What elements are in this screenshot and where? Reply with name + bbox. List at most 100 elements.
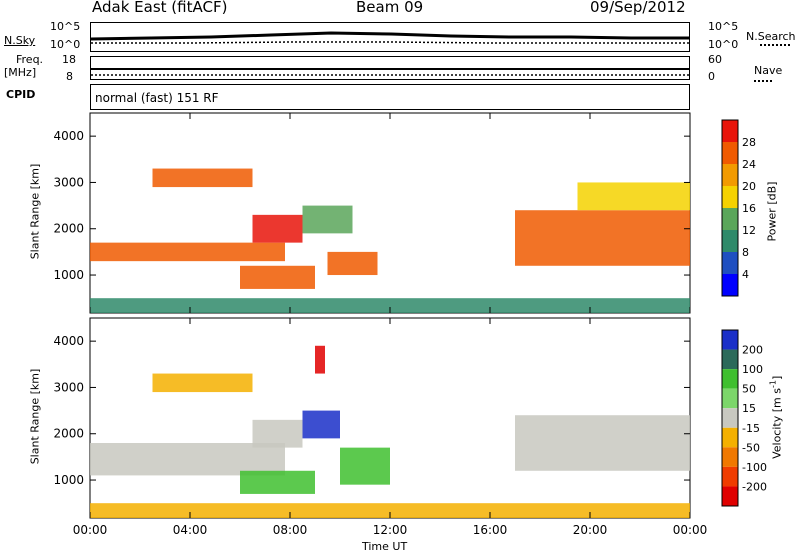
velocity-ytick-label-0: 1000 <box>53 473 84 487</box>
power-ytick-label-2: 3000 <box>53 175 84 189</box>
power-colorbar-swatch-2 <box>722 164 738 186</box>
velocity-colorbar-swatch-8 <box>722 486 738 506</box>
nsearch-label: N.Search <box>746 30 796 43</box>
freq-label: Freq. <box>16 53 44 66</box>
noise-tick-right-bottom: 10^0 <box>708 38 739 51</box>
power-ytick-label-1: 2000 <box>53 222 84 236</box>
power-colorbar-tick-6: 4 <box>742 268 749 281</box>
cpid-panel: normal (fast) 151 RF <box>90 84 690 110</box>
power-colorbar-swatch-6 <box>722 252 738 274</box>
velocity-colorbar-swatch-5 <box>722 427 738 448</box>
x-tick-label-0: 00:00 <box>73 523 108 537</box>
velocity-colorbar-tick-1: 100 <box>742 363 763 376</box>
velocity-colorbar-tick-6: -100 <box>742 461 767 474</box>
velocity-region-1 <box>152 373 253 393</box>
power-region-3 <box>240 265 315 289</box>
power-ylabel: Slant Range [km] <box>28 163 42 260</box>
x-axis-label: Time UT <box>362 540 408 553</box>
velocity-colorbar-label: Velocity [m s-1] <box>769 357 784 477</box>
velocity-region-6 <box>315 345 325 374</box>
cpid-text: normal (fast) 151 RF <box>95 91 219 105</box>
velocity-ytick-label-2: 3000 <box>53 380 84 394</box>
velocity-colorbar-tick-5: -50 <box>742 441 760 454</box>
date-title: 09/Sep/2012 <box>590 0 686 16</box>
noise-tick-left-top: 10^5 <box>50 20 81 33</box>
noise-tick-left-bottom: 10^0 <box>50 38 81 51</box>
velocity-region-0 <box>90 443 285 476</box>
velocity-colorbar-label-close: ] <box>770 375 784 381</box>
velocity-region-3 <box>302 410 340 439</box>
power-colorbar-frame <box>721 119 739 297</box>
freq-tick-top: 18 <box>62 53 76 66</box>
velocity-colorbar-frame <box>721 329 739 507</box>
velocity-colorbar-swatch-2 <box>722 369 738 389</box>
velocity-ylabel: Slant Range [km] <box>28 368 42 465</box>
velocity-region-7 <box>515 415 690 471</box>
power-region-8 <box>90 298 690 313</box>
velocity-colorbar-label-text: Velocity [m s <box>770 388 784 459</box>
power-region-5 <box>327 251 378 276</box>
power-region-6 <box>515 210 690 266</box>
power-colorbar-tick-2: 20 <box>742 180 756 193</box>
power-region-4 <box>302 205 353 234</box>
station-title: Adak East (fitACF) <box>92 0 228 16</box>
freq-trace <box>91 68 689 76</box>
velocity-colorbar-tick-0: 200 <box>742 344 763 357</box>
power-colorbar-tick-3: 16 <box>742 202 756 215</box>
freq-tick-bottom: 8 <box>66 70 73 83</box>
noise-tick-right-top: 10^5 <box>708 20 739 33</box>
velocity-region-2 <box>252 419 303 448</box>
velocity-colorbar-tick-3: 15 <box>742 402 756 415</box>
velocity-colorbar-swatch-1 <box>722 349 738 370</box>
velocity-colorbar-swatch-4 <box>722 408 738 428</box>
velocity-colorbar-swatch-7 <box>722 466 738 487</box>
cpid-label: CPID <box>6 88 36 101</box>
power-colorbar-swatch-1 <box>722 142 738 164</box>
power-colorbar-swatch-7 <box>722 274 738 296</box>
velocity-region-5 <box>240 470 315 494</box>
power-colorbar-swatch-0 <box>722 120 738 142</box>
power-colorbar-label: Power [dB] <box>765 181 779 242</box>
nave-label: Nave <box>754 64 783 77</box>
nave-tick-top: 60 <box>708 53 722 66</box>
velocity-colorbar-tick-7: -200 <box>742 480 767 493</box>
power-ytick-label-3: 4000 <box>53 129 84 143</box>
velocity-colorbar-tick-4: -15 <box>742 422 760 435</box>
power-region-2 <box>252 214 303 243</box>
velocity-ytick-label-3: 4000 <box>53 334 84 348</box>
velocity-colorbar-swatch-3 <box>722 388 738 409</box>
nsearch-legend-dots <box>760 44 790 46</box>
power-colorbar-tick-5: 8 <box>742 246 749 259</box>
nsky-label: N.Sky <box>4 34 36 47</box>
power-ytick-label-0: 1000 <box>53 268 84 282</box>
power-region-1 <box>152 168 253 188</box>
beam-title: Beam 09 <box>356 0 424 16</box>
velocity-ytick-label-1: 2000 <box>53 427 84 441</box>
x-tick-label-2: 08:00 <box>273 523 308 537</box>
power-colorbar-swatch-4 <box>722 208 738 230</box>
velocity-region-8 <box>90 503 690 518</box>
x-tick-label-6: 00:00 <box>673 523 708 537</box>
freq-unit: [MHz] <box>4 66 37 79</box>
velocity-region-4 <box>340 447 390 485</box>
power-region-0 <box>90 242 285 262</box>
x-tick-label-5: 20:00 <box>573 523 608 537</box>
velocity-colorbar-swatch-0 <box>722 330 738 350</box>
velocity-colorbar-swatch-6 <box>722 447 738 467</box>
x-tick-label-3: 12:00 <box>373 523 408 537</box>
x-tick-label-4: 16:00 <box>473 523 508 537</box>
noise-panel <box>90 22 690 52</box>
power-colorbar-tick-0: 28 <box>742 136 756 149</box>
power-colorbar-swatch-3 <box>722 186 738 208</box>
power-colorbar-tick-4: 12 <box>742 224 756 237</box>
noise-trace <box>91 31 689 44</box>
velocity-colorbar-label-sup: -1 <box>768 380 778 389</box>
nave-tick-bottom: 0 <box>708 70 715 83</box>
power-colorbar-swatch-5 <box>722 230 738 252</box>
power-colorbar-tick-1: 24 <box>742 158 756 171</box>
x-tick-label-1: 04:00 <box>173 523 208 537</box>
freq-panel <box>90 56 690 80</box>
nave-legend-dots <box>754 80 772 82</box>
velocity-colorbar-tick-2: 50 <box>742 383 756 396</box>
